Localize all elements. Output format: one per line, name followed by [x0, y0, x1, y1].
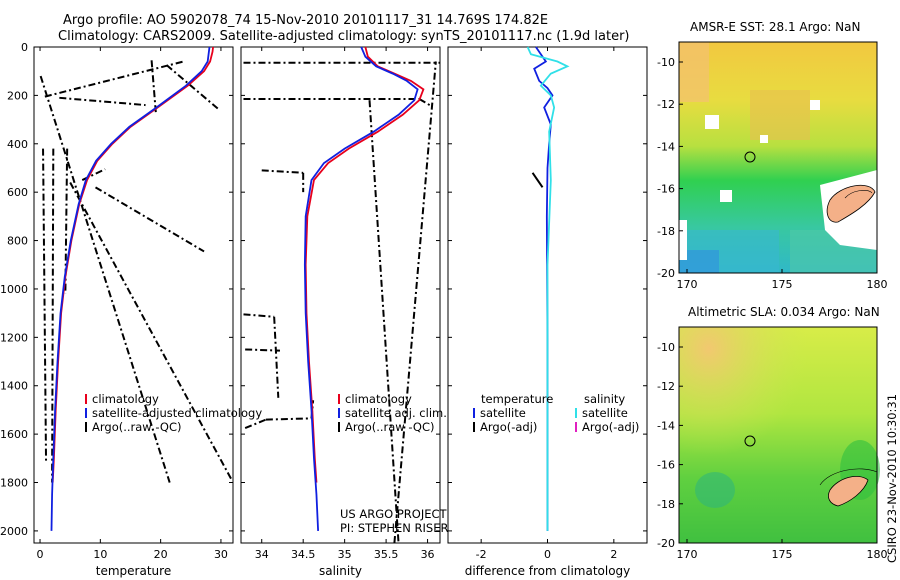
- series-line: [303, 46, 419, 531]
- y-tick-label: 1200: [0, 331, 28, 344]
- argo-segment: [166, 64, 219, 110]
- x-axis-label: salinity: [319, 564, 362, 578]
- x-tick-label: 10: [93, 548, 107, 561]
- map-y-tick-label: -18: [657, 225, 675, 238]
- x-axis-label: temperature: [96, 564, 171, 578]
- argo-segment: [51, 148, 55, 483]
- sla-map: Altimetric SLA: 0.034 Argo: NaN: [678, 305, 880, 544]
- x-tick-label: 30: [214, 548, 228, 561]
- argo-segment: [261, 169, 304, 174]
- legend-label: satellite: [582, 406, 628, 420]
- legend-label: satellite adj. clim.: [345, 406, 447, 420]
- argo-segment: [273, 316, 280, 398]
- sst-map: AMSR-E SST: 28.1 Argo: NaN: [678, 20, 878, 274]
- x-tick-label: 2: [610, 548, 617, 561]
- argo-segment: [81, 168, 106, 181]
- argo-position-marker: [744, 151, 756, 163]
- y-tick-label: 1800: [0, 477, 28, 490]
- argo-segment: [418, 98, 433, 108]
- title-line-1: Argo profile: AO 5902078_74 15-Nov-2010 …: [63, 13, 549, 28]
- map-y-tick-label: -20: [657, 537, 675, 550]
- legend-label: Argo(..raw -QC): [92, 420, 182, 434]
- map-y-tick-label: -10: [657, 341, 675, 354]
- y-tick-label: 1600: [0, 428, 28, 441]
- project-credit: US ARGO PROJECT: [340, 507, 447, 521]
- series-line: [50, 46, 211, 531]
- argo-position-marker-2: [744, 435, 756, 447]
- map-y-tick-label: -16: [657, 459, 675, 472]
- argo-segment: [69, 182, 233, 481]
- map-x-tick-label: 170: [677, 548, 698, 561]
- map-y-tick-label: -20: [657, 267, 675, 280]
- y-tick-label: 600: [7, 186, 28, 199]
- x-tick-label: 0: [37, 548, 44, 561]
- legend-label: Argo(-adj): [480, 420, 537, 434]
- x-tick-label: 35.5: [374, 548, 399, 561]
- sst-map-title: AMSR-E SST: 28.1 Argo: NaN: [690, 20, 860, 34]
- argo-segment: [244, 418, 267, 429]
- argo-segment: [42, 148, 48, 464]
- y-tick-label: 200: [7, 89, 28, 102]
- x-tick-label: 34: [255, 548, 269, 561]
- argo-segment: [368, 100, 400, 544]
- x-tick-label: 36: [421, 548, 435, 561]
- y-tick-label: 0: [21, 41, 28, 54]
- argo-segment: [95, 186, 205, 253]
- series-line: [526, 46, 570, 531]
- temperature-plot-frame: [33, 46, 234, 544]
- legend-label: climatology: [345, 392, 412, 406]
- y-tick-label: 1400: [0, 380, 28, 393]
- legend-label: Argo(-adj): [582, 420, 639, 434]
- x-tick-label: 0: [544, 548, 551, 561]
- x-tick-label: 34.5: [291, 548, 316, 561]
- map-y-tick-label: -16: [657, 183, 675, 196]
- argo-segment: [39, 75, 171, 483]
- legend-label: Argo(..raw -QC): [345, 420, 435, 434]
- argo-segment: [243, 313, 275, 318]
- legend-label: satellite-adjusted climatology: [92, 406, 262, 420]
- y-tick-label: 1000: [0, 283, 28, 296]
- map-x-tick-label: 175: [772, 548, 793, 561]
- legend-title-temperature: temperature: [481, 392, 553, 406]
- legend-label: climatology: [92, 392, 159, 406]
- map-y-tick-label: -14: [657, 419, 675, 432]
- map-y-tick-label: -12: [657, 380, 675, 393]
- map-x-tick-label: 180: [867, 548, 888, 561]
- x-axis-label: difference from climatology: [465, 564, 631, 578]
- x-tick-label: -2: [476, 548, 487, 561]
- salinity-plot-frame: [240, 46, 441, 544]
- pi-credit: PI: STEPHEN RISER: [340, 521, 449, 535]
- legend-label: satellite: [480, 406, 526, 420]
- legend-title-salinity: salinity: [584, 392, 625, 406]
- argo-segment: [59, 96, 146, 107]
- map-y-tick-label: -14: [657, 140, 675, 153]
- map-y-tick-label: -18: [657, 498, 675, 511]
- x-tick-label: 35: [338, 548, 352, 561]
- sla-map-title: Altimetric SLA: 0.034 Argo: NaN: [688, 305, 880, 319]
- argo-segment: [245, 348, 281, 352]
- fiji-island: [826, 184, 876, 223]
- map-y-tick-label: -12: [657, 98, 675, 111]
- map-y-tick-label: -10: [657, 56, 675, 69]
- y-tick-label: 400: [7, 138, 28, 151]
- y-tick-label: 2000: [0, 525, 28, 538]
- x-tick-label: 20: [154, 548, 168, 561]
- argo-segment: [44, 60, 184, 98]
- argo-segment: [150, 60, 157, 113]
- map-x-tick-label: 175: [772, 278, 793, 291]
- fiji-island-2: [828, 476, 869, 507]
- series-line: [533, 46, 554, 531]
- map-x-tick-label: 180: [867, 278, 888, 291]
- argo-segment: [393, 61, 437, 544]
- title-line-2: Climatology: CARS2009. Satellite-adjuste…: [58, 29, 630, 44]
- csiro-timestamp: CSIRO 23-Nov-2010 10:30:31: [885, 393, 899, 563]
- argo-segment: [265, 417, 312, 421]
- map-x-tick-label: 170: [677, 278, 698, 291]
- y-tick-label: 800: [7, 235, 28, 248]
- series-line: [531, 172, 544, 188]
